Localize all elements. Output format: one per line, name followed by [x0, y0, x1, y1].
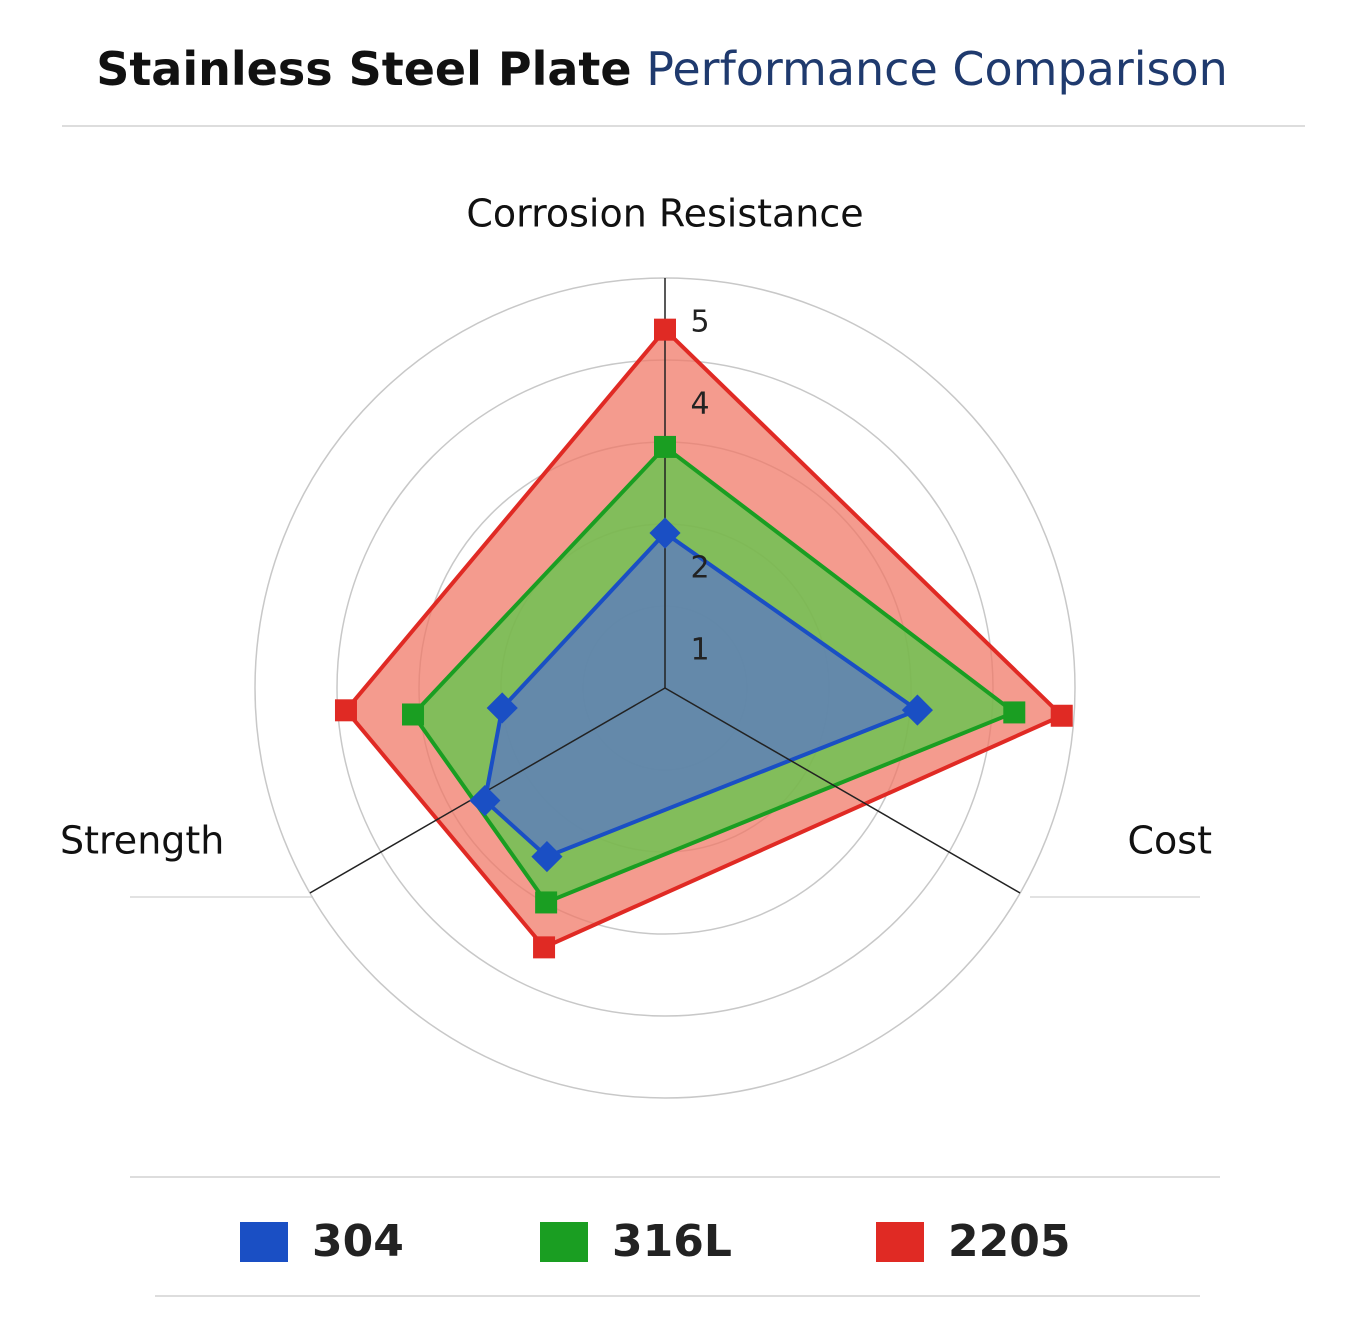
data-point	[654, 318, 676, 341]
subtitle: Performance Comparison	[646, 42, 1228, 96]
data-point	[533, 936, 556, 959]
chart-title: Stainless Steel Plate Performance Compar…	[96, 42, 1228, 96]
r-tick-label: 4	[690, 387, 709, 422]
axis-label: Cost	[1128, 819, 1212, 863]
r-tick-label: 5	[690, 305, 709, 340]
data-point	[469, 784, 501, 817]
data-point	[654, 435, 676, 458]
axis-label: Strength	[60, 819, 224, 863]
data-point	[535, 891, 558, 914]
legend-label: 2205	[948, 1216, 1070, 1267]
legend-label: 304	[312, 1216, 404, 1267]
legend-swatch	[876, 1222, 924, 1262]
title: Stainless Steel Plate	[96, 42, 631, 96]
data-point	[1003, 701, 1026, 724]
data-point	[334, 699, 357, 722]
series-area	[482, 531, 920, 859]
axis-line	[664, 687, 1021, 894]
axis-label: Corrosion Resistance	[466, 192, 863, 236]
r-tick-label: 2	[690, 551, 709, 586]
legend-label: 316L	[612, 1216, 732, 1267]
r-tick-label: 1	[690, 633, 709, 668]
legend-swatch	[240, 1222, 288, 1262]
data-point	[1050, 704, 1073, 727]
data-point	[402, 703, 425, 726]
legend-swatch	[540, 1222, 588, 1262]
